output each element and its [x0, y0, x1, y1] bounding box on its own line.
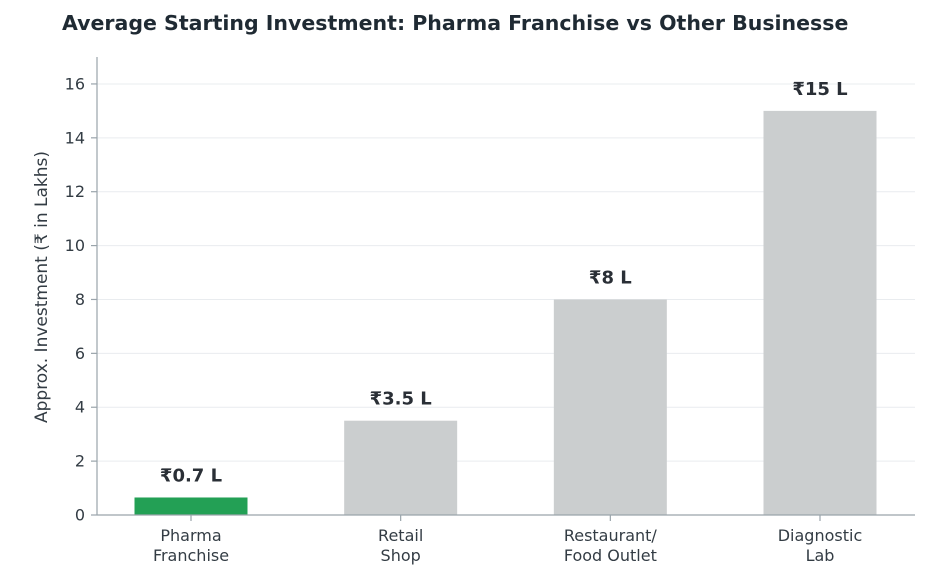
x-tick-label: Restaurant/: [564, 526, 658, 545]
labels-layer: ₹0.7 L ₹3.5 L ₹8 L ₹15 L: [160, 79, 848, 487]
x-tick-label: Pharma: [160, 526, 221, 545]
y-tick-label: 12: [65, 182, 85, 201]
x-tick-label: Diagnostic: [778, 526, 863, 545]
x-tick-label: Lab: [806, 546, 835, 565]
y-tick-label: 0: [75, 506, 85, 525]
bar: [344, 420, 458, 515]
bar-data-label: ₹15 L: [792, 79, 847, 100]
bar-data-label: ₹8 L: [589, 267, 632, 288]
y-tick-label: 10: [65, 236, 85, 255]
x-tick-label: Franchise: [153, 546, 229, 565]
y-axis-label: Approx. Investment (₹ in Lakhs): [32, 151, 52, 423]
y-tick-label: 16: [65, 74, 85, 93]
bar-data-label: ₹3.5 L: [370, 389, 432, 410]
bars-layer: [134, 110, 877, 515]
grid-layer: [97, 83, 915, 462]
x-tick-label: Retail: [378, 526, 423, 545]
bar: [763, 110, 877, 515]
bar: [134, 497, 248, 515]
y-tick-label: 2: [75, 452, 85, 471]
chart-title: Average Starting Investment: Pharma Fran…: [62, 11, 848, 35]
y-tick-label: 6: [75, 344, 85, 363]
y-tick-label: 8: [75, 290, 85, 309]
x-tick-label: Shop: [381, 546, 421, 565]
y-tick-label: 4: [75, 398, 85, 417]
x-tick-label: Food Outlet: [564, 546, 657, 565]
bar: [553, 299, 667, 515]
y-tick-label: 14: [65, 128, 85, 147]
bar-data-label: ₹0.7 L: [160, 465, 222, 486]
